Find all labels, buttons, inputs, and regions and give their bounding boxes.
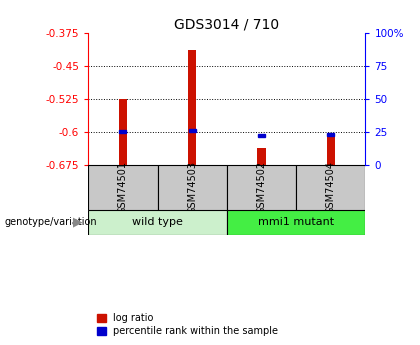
Bar bbox=[327, 133, 334, 136]
Bar bbox=[119, 99, 127, 165]
Bar bbox=[327, 134, 335, 165]
Legend: log ratio, percentile rank within the sample: log ratio, percentile rank within the sa… bbox=[93, 309, 282, 340]
Bar bbox=[189, 129, 196, 132]
Text: GSM74501: GSM74501 bbox=[118, 161, 128, 214]
Text: GSM74504: GSM74504 bbox=[326, 161, 336, 214]
Bar bbox=[119, 130, 126, 133]
Text: mmi1 mutant: mmi1 mutant bbox=[258, 217, 334, 227]
Bar bbox=[258, 134, 265, 137]
Bar bbox=[227, 165, 296, 210]
Bar bbox=[257, 148, 265, 165]
Bar bbox=[188, 50, 196, 165]
Text: genotype/variation: genotype/variation bbox=[4, 217, 97, 227]
Title: GDS3014 / 710: GDS3014 / 710 bbox=[174, 18, 279, 32]
Text: GSM74503: GSM74503 bbox=[187, 161, 197, 214]
Text: ▶: ▶ bbox=[73, 216, 82, 229]
Text: GSM74502: GSM74502 bbox=[257, 161, 266, 214]
Bar bbox=[296, 165, 365, 210]
Bar bbox=[88, 210, 227, 235]
Bar bbox=[88, 165, 158, 210]
Bar bbox=[227, 210, 365, 235]
Bar bbox=[158, 165, 227, 210]
Text: wild type: wild type bbox=[132, 217, 183, 227]
